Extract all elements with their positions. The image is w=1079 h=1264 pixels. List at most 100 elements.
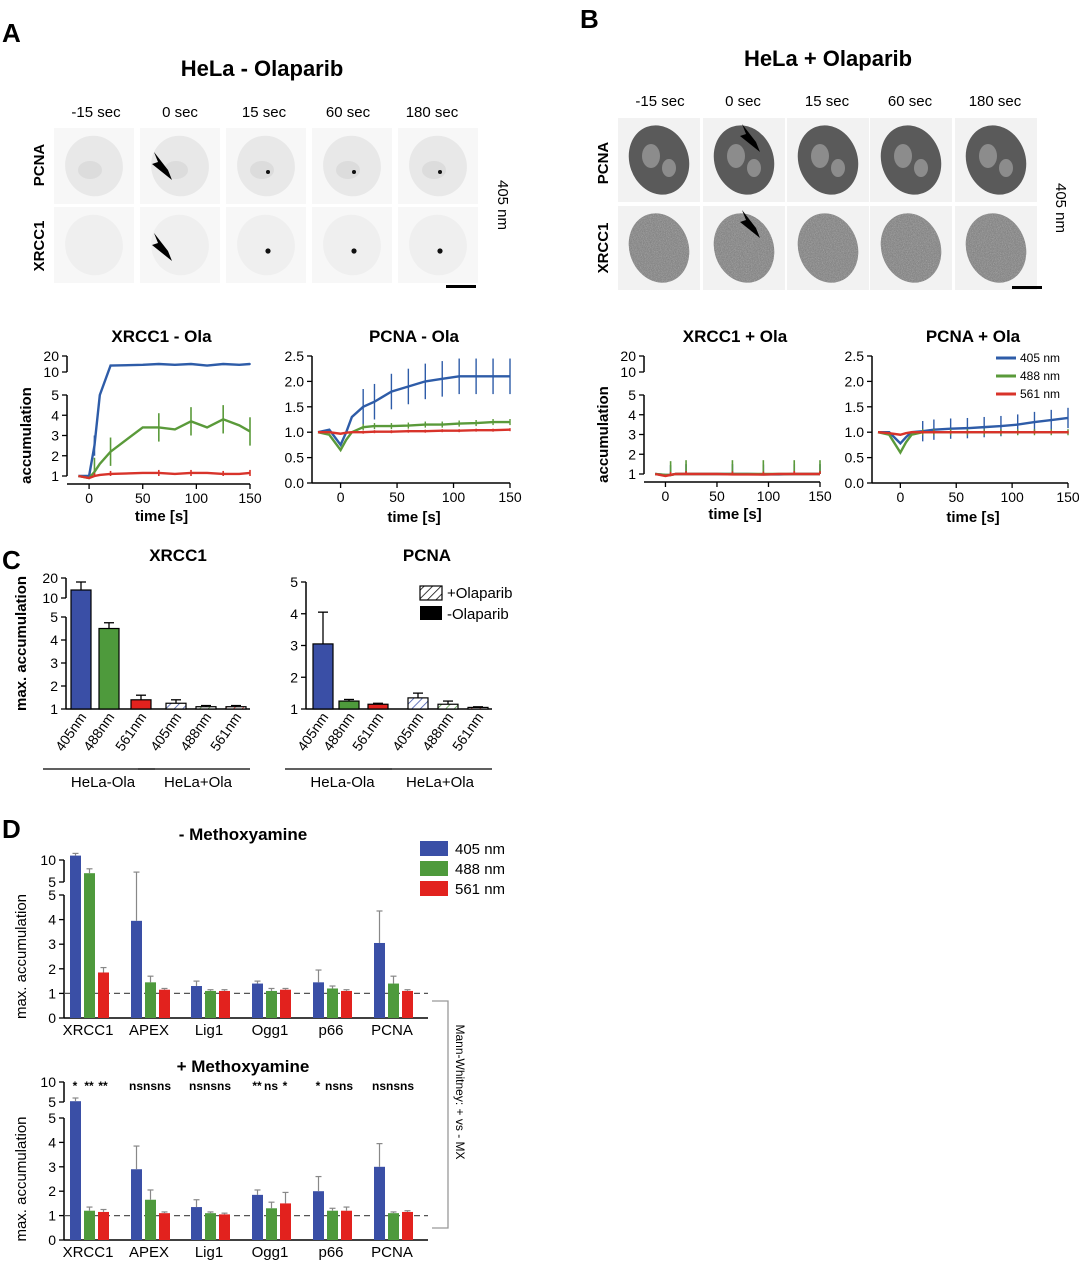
y-tick-label: 10 xyxy=(620,364,636,380)
x-axis-label: time [s] xyxy=(135,508,188,525)
y-tick-label: 5 xyxy=(51,387,59,403)
bar-APEX-488-nm xyxy=(145,982,156,1018)
timepoint-label: 180 sec xyxy=(406,104,459,121)
timepoint-label: -15 sec xyxy=(635,93,685,110)
timepoint-label: 15 sec xyxy=(242,104,287,121)
y-tick-label: 10 xyxy=(42,590,58,606)
series-line-405-nm xyxy=(317,375,510,448)
panel-a-title: HeLa - Olaparib xyxy=(181,56,344,81)
category-label: 561nm xyxy=(449,710,487,754)
x-tick-label: 150 xyxy=(1056,489,1079,505)
x-axis-label: time [s] xyxy=(946,509,999,526)
nucleolus xyxy=(747,159,761,177)
row-label-xrcc1: XRCC1 xyxy=(595,223,612,274)
bar-Ogg1-561-nm xyxy=(280,1203,291,1240)
arrow-icon xyxy=(740,124,760,152)
y-tick-label: 20 xyxy=(620,348,636,364)
y-tick-label: 2 xyxy=(628,446,636,462)
bar-XRCC1-488-nm xyxy=(84,873,95,1018)
bar-PCNA-488-nm xyxy=(388,1213,399,1240)
bar-APEX-405-nm xyxy=(131,920,142,1018)
chart-title: XRCC1 + Ola xyxy=(683,327,788,346)
x-tick-label: 150 xyxy=(238,490,262,506)
timepoint-label: 0 sec xyxy=(162,104,198,121)
category-label: Lig1 xyxy=(195,1244,223,1261)
scale-bar xyxy=(1012,286,1042,289)
bar-488nm xyxy=(437,703,459,710)
y-axis-label: max. accumulation xyxy=(13,1116,30,1241)
damage-spot xyxy=(352,170,356,174)
bar-488nm xyxy=(338,700,360,710)
bar-p66-405-nm xyxy=(313,1191,324,1240)
category-label: APEX xyxy=(129,1022,169,1039)
category-label: p66 xyxy=(318,1022,343,1039)
series-line-488-nm xyxy=(78,417,251,480)
legend-swatch-hatched xyxy=(419,585,443,601)
y-tick-label: 2 xyxy=(290,669,298,685)
y-tick-label: 10 xyxy=(43,364,59,380)
bar-Lig1-405-nm xyxy=(191,1207,202,1240)
y-axis-label: accumulation xyxy=(18,387,35,484)
significance-mark: ns xyxy=(217,1079,231,1093)
chart-title: XRCC1 - Ola xyxy=(111,327,212,346)
significance-mark: ns xyxy=(400,1079,414,1093)
panel-b-timepoints: -15 sec 0 sec 15 sec 60 sec 180 sec xyxy=(635,93,1021,110)
nucleus xyxy=(151,214,209,276)
category-label: Ogg1 xyxy=(252,1022,289,1039)
bar-Lig1-561-nm xyxy=(219,990,230,1018)
y-tick-label: 1.5 xyxy=(845,399,865,415)
timepoint-label: 180 sec xyxy=(969,93,1022,110)
group-label: HeLa-Ola xyxy=(71,774,136,791)
legend-label: 488 nm xyxy=(1020,369,1060,383)
significance-mark: ** xyxy=(98,1079,108,1093)
y-tick-label: 4 xyxy=(51,407,59,423)
bar-Lig1-488-nm xyxy=(205,990,216,1018)
bar-Ogg1-405-nm xyxy=(252,1194,263,1240)
arrow-icon xyxy=(152,233,172,261)
nucleus-texture xyxy=(628,213,690,283)
stat-bracket xyxy=(432,1000,449,1229)
bar-APEX-488-nm xyxy=(145,1199,156,1240)
panel-a-microscopy xyxy=(54,128,478,288)
legend-label: 405 nm xyxy=(1020,351,1060,365)
significance-mark: ns xyxy=(129,1079,143,1093)
y-tick-label: 3 xyxy=(51,428,59,444)
significance-mark: ns xyxy=(203,1079,217,1093)
scale-bar xyxy=(446,285,476,288)
bar-p66-405-nm xyxy=(313,982,324,1018)
y-tick-label: 20 xyxy=(42,570,58,586)
nucleolus xyxy=(727,144,745,168)
y-tick-label: 5 xyxy=(48,887,56,903)
legend-label: -Olaparib xyxy=(447,606,509,623)
bar-XRCC1-561-nm xyxy=(98,972,109,1018)
y-axis-label: max. accumulation xyxy=(13,576,30,711)
y-tick-label: 3 xyxy=(48,936,56,952)
arrow-icon xyxy=(152,152,172,180)
y-tick-label: 1.0 xyxy=(285,424,305,440)
bar-APEX-405-nm xyxy=(131,1169,142,1240)
y-axis-label: max. accumulation xyxy=(13,894,30,1019)
series-line-488-nm xyxy=(317,420,510,453)
y-tick-label: 2.0 xyxy=(845,373,865,389)
y-tick-label: 5 xyxy=(50,609,58,625)
x-tick-label: 0 xyxy=(337,489,345,505)
y-tick-label: 2.5 xyxy=(845,348,865,364)
row-label-pcna: PCNA xyxy=(31,144,48,187)
y-tick-label: 2 xyxy=(50,678,58,694)
category-label: 561nm xyxy=(112,710,150,754)
chart-title: PCNA + Ola xyxy=(926,327,1021,346)
panel-b-microscopy xyxy=(618,118,1042,290)
category-label: PCNA xyxy=(371,1244,413,1261)
legend-swatch xyxy=(420,841,448,856)
bar-561nm xyxy=(225,706,247,710)
bar-405nm xyxy=(407,697,429,710)
bar-405nm xyxy=(70,589,92,710)
nucleus xyxy=(323,214,381,276)
x-tick-label: 100 xyxy=(757,488,781,504)
bar-488nm xyxy=(195,706,217,710)
panel-letter-a: A xyxy=(2,18,21,48)
timepoint-label: 60 sec xyxy=(888,93,933,110)
bar-Lig1-405-nm xyxy=(191,986,202,1018)
significance-mark: ** xyxy=(252,1079,262,1093)
category-label: 561nm xyxy=(207,710,245,754)
